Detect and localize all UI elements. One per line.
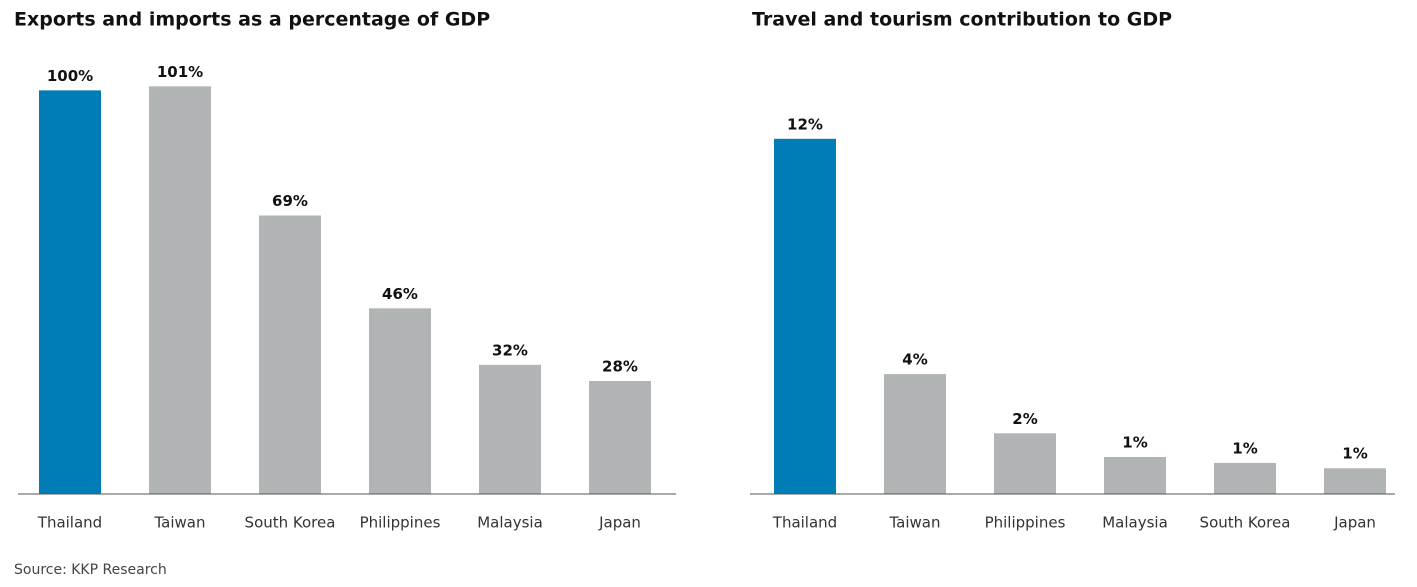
bar bbox=[369, 308, 431, 494]
x-tick-label: Japan bbox=[1333, 514, 1376, 532]
value-label: 28% bbox=[602, 357, 638, 375]
bar bbox=[259, 215, 321, 494]
x-tick-label: Malaysia bbox=[1102, 514, 1168, 532]
bar bbox=[1214, 462, 1276, 494]
x-tick-label: Philippines bbox=[360, 514, 441, 532]
value-label: 4% bbox=[902, 351, 927, 369]
bar bbox=[774, 138, 836, 495]
chart-title: Travel and tourism contribution to GDP bbox=[752, 9, 1172, 31]
value-label: 2% bbox=[1012, 410, 1037, 428]
x-tick-label: Thailand bbox=[772, 514, 837, 532]
x-tick-label: Japan bbox=[598, 514, 641, 532]
value-label: 1% bbox=[1342, 445, 1367, 463]
chart-title: Exports and imports as a percentage of G… bbox=[14, 9, 490, 31]
x-tick-label: South Korea bbox=[245, 514, 336, 532]
bar bbox=[994, 433, 1056, 494]
value-label: 32% bbox=[492, 341, 528, 359]
value-label: 46% bbox=[382, 285, 418, 303]
value-label: 12% bbox=[787, 115, 823, 133]
source-note: Source: KKP Research bbox=[14, 562, 167, 578]
x-tick-label: Taiwan bbox=[888, 514, 940, 532]
x-tick-label: Philippines bbox=[985, 514, 1066, 532]
bar bbox=[149, 86, 211, 494]
value-label: 1% bbox=[1122, 434, 1147, 452]
value-label: 100% bbox=[47, 67, 93, 85]
bar bbox=[1104, 457, 1166, 494]
bar bbox=[589, 380, 651, 494]
x-tick-label: Thailand bbox=[37, 514, 102, 532]
x-tick-label: Taiwan bbox=[153, 514, 205, 532]
value-label: 69% bbox=[272, 192, 308, 210]
x-tick-label: South Korea bbox=[1200, 514, 1291, 532]
x-tick-label: Malaysia bbox=[477, 514, 543, 532]
bar bbox=[479, 364, 541, 494]
bar bbox=[884, 374, 946, 494]
bar bbox=[39, 90, 101, 494]
value-label: 1% bbox=[1232, 439, 1257, 457]
bar bbox=[1324, 468, 1386, 494]
value-label: 101% bbox=[157, 63, 203, 81]
